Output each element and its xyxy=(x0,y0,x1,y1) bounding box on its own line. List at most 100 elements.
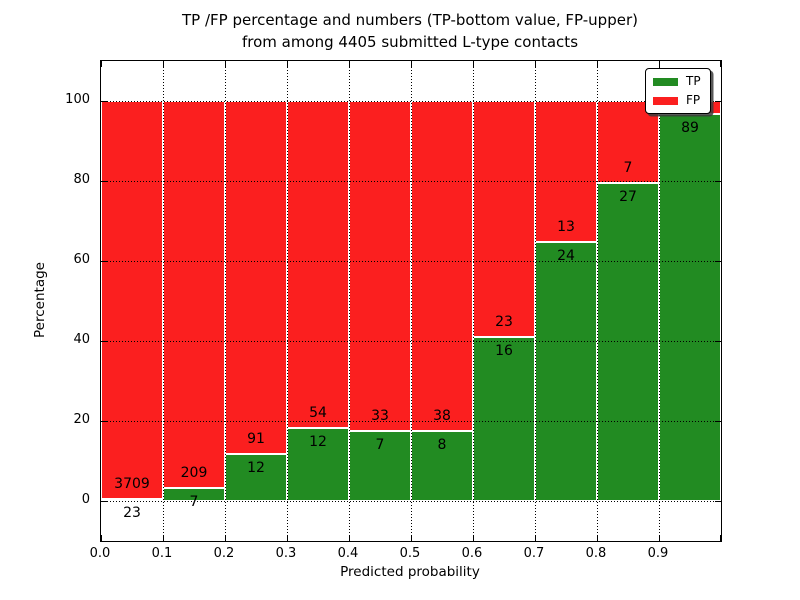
x-tick-label: 0.8 xyxy=(585,546,607,561)
x-tick-mark xyxy=(287,61,288,67)
y-tick-mark xyxy=(101,340,107,342)
fp-count-label: 33 xyxy=(371,408,389,424)
tp-bar-segment xyxy=(473,336,535,501)
y-tick-mark xyxy=(101,100,107,102)
x-gridline xyxy=(410,61,412,541)
y-tick-label: 20 xyxy=(73,412,90,427)
y-tick-mark xyxy=(101,420,107,422)
y-tick-mark xyxy=(715,420,721,422)
x-tick-mark xyxy=(597,61,598,67)
tp-bar-segment xyxy=(225,454,287,501)
chart-title-line1: TP /FP percentage and numbers (TP-bottom… xyxy=(182,11,638,29)
x-tick-mark xyxy=(349,535,350,541)
x-tick-mark xyxy=(659,535,660,541)
x-tick-label: 0.9 xyxy=(647,546,669,561)
x-tick-mark xyxy=(535,535,536,541)
tp-bar-segment xyxy=(659,114,721,501)
plot-area: 37092320979112541233738823161324727389 xyxy=(100,60,722,542)
x-gridline xyxy=(534,61,536,541)
plot-canvas: 37092320979112541233738823161324727389 xyxy=(101,61,721,541)
x-tick-mark xyxy=(659,61,660,67)
x-tick-mark xyxy=(473,535,474,541)
fp-bar-segment xyxy=(535,101,597,242)
fp-bar-segment xyxy=(349,101,411,431)
fp-count-label: 13 xyxy=(557,218,575,235)
tp-count-label: 7 xyxy=(189,494,199,511)
fp-bar-segment xyxy=(411,101,473,432)
tp-count-label: 7 xyxy=(375,437,385,453)
tp-count-label: 16 xyxy=(495,342,513,359)
chart-title-line2: from among 4405 submitted L-type contact… xyxy=(241,33,579,51)
x-tick-mark xyxy=(411,535,412,541)
fp-count-label: 23 xyxy=(495,313,513,330)
y-tick-label: 60 xyxy=(73,252,90,267)
tp-count-label: 24 xyxy=(557,247,575,264)
x-tick-label: 0.6 xyxy=(461,546,483,561)
tp-bar-segment xyxy=(411,431,473,501)
fp-bar-segment xyxy=(287,101,349,429)
y-tick-mark xyxy=(715,340,721,342)
y-tick-label: 0 xyxy=(81,492,90,507)
x-tick-label: 0.1 xyxy=(151,546,173,561)
fp-count-label: 3709 xyxy=(114,475,150,492)
x-gridline xyxy=(348,61,350,541)
fp-count-label: 7 xyxy=(623,160,633,177)
tp-count-label: 8 xyxy=(437,437,447,454)
y-tick-mark xyxy=(101,500,107,502)
x-tick-mark xyxy=(411,61,412,67)
y-tick-mark xyxy=(715,180,721,182)
x-tick-mark xyxy=(101,535,102,541)
tp-bar-segment xyxy=(535,241,597,501)
fp-bar-segment xyxy=(163,101,225,489)
legend: TP FP xyxy=(645,68,711,114)
x-tick-label: 0.3 xyxy=(275,546,297,561)
x-tick-mark xyxy=(225,61,226,67)
fp-bar-segment xyxy=(473,101,535,337)
x-tick-mark xyxy=(287,535,288,541)
x-tick-label: 0.7 xyxy=(523,546,545,561)
y-tick-label: 100 xyxy=(65,92,90,107)
tp-count-label: 12 xyxy=(247,460,265,477)
x-gridline xyxy=(658,61,660,541)
y-tick-mark xyxy=(715,260,721,262)
fp-color-swatch xyxy=(653,96,678,105)
x-gridline xyxy=(286,61,288,541)
fp-bar-segment xyxy=(225,101,287,455)
fp-bar-segment xyxy=(597,101,659,184)
x-gridline xyxy=(162,61,164,541)
y-tick-mark xyxy=(101,180,107,182)
x-gridline xyxy=(224,61,226,541)
legend-entry-fp: FP xyxy=(653,94,703,107)
tp-bar-segment xyxy=(597,183,659,501)
x-gridline xyxy=(596,61,598,541)
y-axis-label: Percentage xyxy=(32,262,48,338)
x-tick-mark xyxy=(720,61,721,67)
x-tick-label: 0.4 xyxy=(337,546,359,561)
y-tick-label: 40 xyxy=(73,332,90,347)
fp-count-label: 54 xyxy=(309,405,327,422)
tp-count-label: 27 xyxy=(619,189,637,206)
x-tick-mark xyxy=(101,61,102,67)
x-tick-label: 0.5 xyxy=(399,546,421,561)
x-gridline xyxy=(472,61,474,541)
chart-title: TP /FP percentage and numbers (TP-bottom… xyxy=(182,9,638,53)
tp-count-label: 23 xyxy=(123,504,141,521)
x-tick-label: 0.0 xyxy=(89,546,111,561)
x-tick-mark xyxy=(535,61,536,67)
x-tick-mark xyxy=(473,61,474,67)
y-tick-label: 80 xyxy=(73,172,90,187)
fp-count-label: 209 xyxy=(180,465,208,482)
x-tick-mark xyxy=(225,535,226,541)
tp-bar-segment xyxy=(349,431,411,501)
fp-count-label: 91 xyxy=(247,431,265,448)
x-axis-label: Predicted probability xyxy=(340,564,480,580)
fp-count-label: 38 xyxy=(433,408,451,425)
legend-label-fp: FP xyxy=(686,93,701,107)
tp-count-label: 12 xyxy=(309,434,327,451)
x-tick-label: 0.2 xyxy=(213,546,235,561)
x-tick-mark xyxy=(349,61,350,67)
x-tick-mark xyxy=(163,61,164,67)
tp-count-label: 89 xyxy=(681,120,699,137)
y-tick-mark xyxy=(715,500,721,502)
